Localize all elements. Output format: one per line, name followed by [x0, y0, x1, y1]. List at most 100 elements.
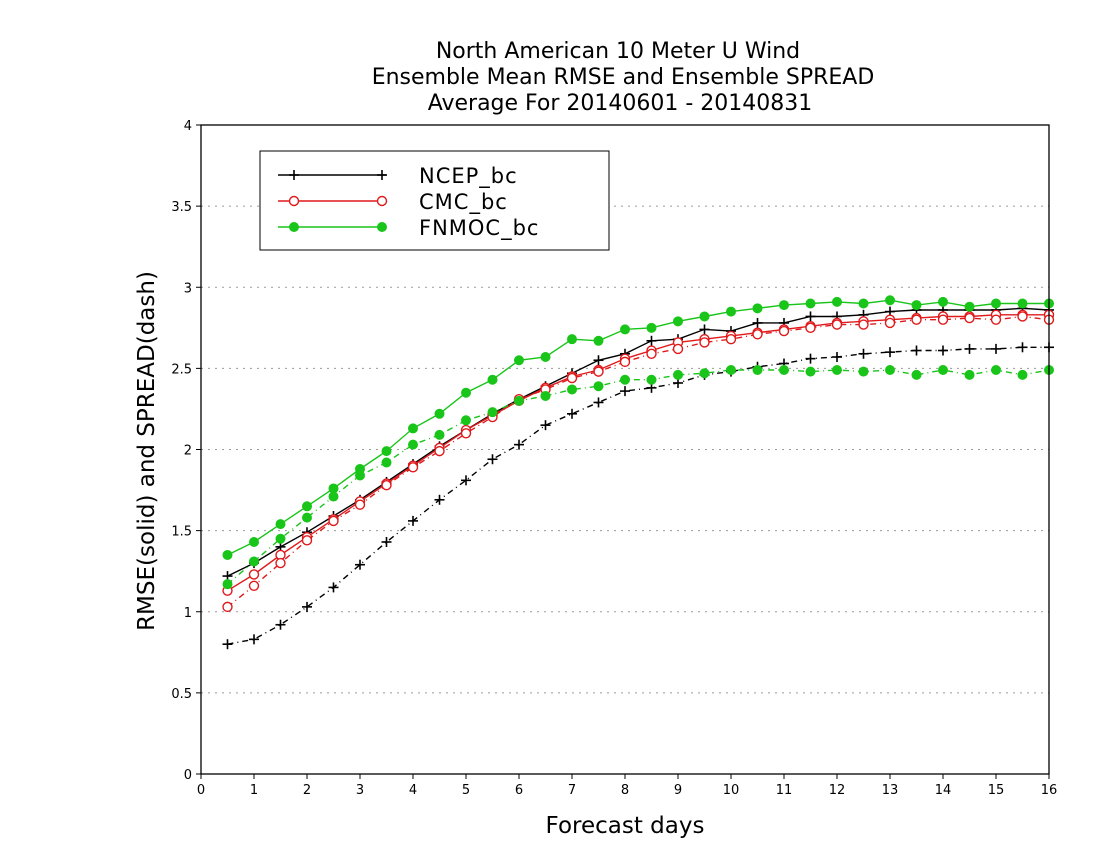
fnmoc-bc-spread-point: [222, 579, 233, 590]
fnmoc-bc-rmse-point: [620, 324, 630, 335]
cmc-bc-spread-point: [593, 366, 604, 377]
fnmoc-bc-spread-point: [1017, 369, 1028, 380]
x-tick-label: 16: [1041, 783, 1058, 798]
cmc-bc-spread-point: [222, 601, 233, 613]
cmc-bc-spread-point: [725, 333, 737, 345]
x-tick-label: 15: [988, 783, 1005, 798]
cmc-bc-rmse-line: [227, 314, 1049, 592]
cmc-bc-spread-point: [858, 319, 869, 330]
ncep-bc-rmse-point: [699, 324, 710, 335]
legend-marker-ncep-bc: [377, 170, 387, 180]
legend-marker-fnmoc-bc: [377, 222, 387, 232]
fnmoc-bc-spread-point: [646, 374, 657, 385]
ncep-bc-spread-point: [938, 345, 948, 356]
fnmoc-bc-rmse-point: [885, 295, 895, 306]
x-tick-label: 13: [882, 783, 899, 798]
x-tick-label: 1: [250, 783, 258, 798]
fnmoc-bc-spread-point: [487, 407, 498, 418]
fnmoc-bc-rmse-point: [540, 352, 551, 363]
cmc-bc-rmse-point: [248, 569, 260, 580]
legend-marker-cmc-bc: [288, 195, 300, 207]
fnmoc-bc-rmse-point: [302, 501, 312, 512]
x-tick-label: 2: [303, 783, 311, 798]
fnmoc-bc-spread-line: [227, 369, 1050, 585]
y-axis-label: RMSE(solid) and SPREAD(dash): [134, 271, 160, 631]
title-line-2: Ensemble Mean RMSE and Ensemble SPREAD: [372, 65, 875, 90]
legend-label-fnmoc-bc: FNMOC_bc: [419, 216, 539, 241]
fnmoc-bc-spread-point: [593, 381, 604, 392]
fnmoc-bc-rmse-point: [805, 298, 816, 309]
fnmoc-bc-spread-point: [434, 429, 445, 440]
cmc-bc-spread-point: [434, 445, 445, 457]
ncep-bc-spread-point: [249, 634, 259, 645]
fnmoc-bc-rmse-line: [227, 299, 1049, 556]
ncep-bc-spread-point: [514, 439, 524, 450]
fnmoc-bc-rmse-point: [646, 322, 657, 333]
cmc-bc-spread-point: [301, 535, 313, 546]
ncep-bc-spread-point: [355, 559, 365, 570]
cmc-bc-spread-point: [460, 428, 472, 439]
fnmoc-bc-spread-point: [699, 368, 710, 379]
cmc-bc-spread-point: [672, 343, 684, 355]
legend-label-cmc-bc: CMC_bc: [419, 190, 508, 215]
x-tick-label: 8: [621, 783, 629, 798]
gridlines: [201, 205, 1049, 694]
series-markers: [222, 295, 1055, 650]
ncep-bc-spread-point: [381, 536, 392, 547]
y-tick-label: 0: [184, 768, 192, 783]
fnmoc-bc-spread-point: [567, 384, 577, 395]
fnmoc-bc-rmse-point: [938, 296, 948, 307]
fnmoc-bc-rmse-point: [593, 335, 604, 346]
x-tick-label: 4: [409, 783, 417, 798]
ncep-bc-spread-point: [540, 420, 551, 431]
cmc-bc-spread-point: [990, 314, 1002, 325]
legend-marker-fnmoc-bc: [289, 222, 299, 232]
fnmoc-bc-spread-point: [858, 366, 869, 377]
cmc-bc-spread-point: [354, 499, 366, 510]
x-tick-label: 9: [674, 783, 682, 798]
fnmoc-bc-spread-point: [911, 369, 922, 380]
y-tick-label: 3: [184, 281, 192, 296]
fnmoc-bc-rmse-point: [699, 311, 710, 322]
ncep-bc-spread-point: [275, 619, 286, 630]
cmc-bc-spread-point: [275, 557, 286, 569]
fnmoc-bc-rmse-point: [222, 549, 233, 560]
x-tick-label: 11: [776, 783, 793, 798]
cmc-bc-spread-line: [227, 315, 1050, 608]
fnmoc-bc-rmse-point: [779, 300, 789, 311]
cmc-bc-spread-point: [328, 515, 339, 527]
fnmoc-bc-spread-point: [249, 556, 259, 567]
title-line-3: Average For 20140601 - 20140831: [428, 91, 813, 116]
y-tick-label: 2.5: [171, 362, 192, 377]
ncep-bc-spread-point: [222, 639, 233, 650]
fnmoc-bc-spread-point: [885, 364, 895, 375]
fnmoc-bc-spread-point: [779, 364, 789, 375]
ncep-bc-spread-point: [328, 582, 339, 593]
x-tick-label: 6: [515, 783, 523, 798]
ncep-bc-spread-point: [1017, 342, 1028, 353]
fnmoc-bc-spread-point: [328, 491, 339, 502]
ncep-bc-rmse-point: [593, 355, 604, 366]
x-tick-label: 5: [462, 783, 470, 798]
ncep-bc-spread-point: [302, 601, 312, 612]
fnmoc-bc-rmse-point: [567, 334, 577, 345]
fnmoc-bc-rmse-point: [514, 355, 524, 366]
x-tick-label: 12: [829, 783, 846, 798]
fnmoc-bc-rmse-point: [858, 298, 869, 309]
axis-ticks: [196, 124, 1050, 779]
fnmoc-bc-spread-point: [275, 533, 286, 544]
ncep-bc-spread-point: [408, 515, 418, 526]
cmc-bc-spread-point: [407, 462, 419, 473]
fnmoc-bc-spread-point: [381, 457, 392, 468]
legend-label-ncep-bc: NCEP_bc: [419, 164, 518, 189]
cmc-bc-spread-point: [752, 329, 763, 340]
ncep-bc-rmse-point: [805, 311, 816, 322]
ncep-bc-rmse-point: [752, 317, 763, 328]
fnmoc-bc-rmse-point: [911, 300, 922, 311]
fnmoc-bc-spread-point: [938, 364, 948, 375]
cmc-bc-spread-point: [805, 322, 816, 334]
ncep-bc-spread-point: [567, 408, 577, 419]
fnmoc-bc-rmse-point: [832, 296, 842, 307]
ncep-bc-spread-point: [620, 386, 630, 397]
